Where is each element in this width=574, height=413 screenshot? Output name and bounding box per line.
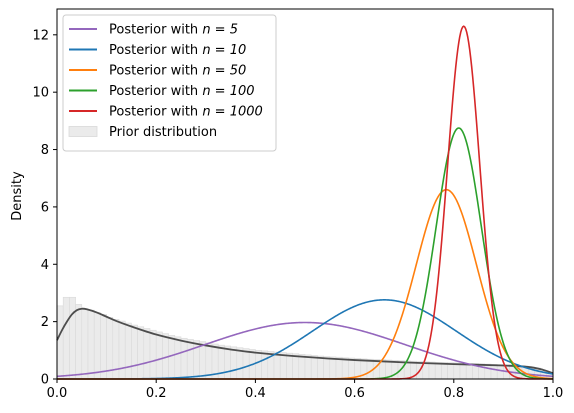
prior-histogram-bar — [428, 361, 436, 380]
prior-density-line — [56, 307, 554, 375]
prior-histogram-bar — [56, 305, 64, 380]
prior-histogram-bar — [124, 322, 132, 380]
x-tick-label: 0.2 — [146, 386, 167, 401]
prior-histogram-bar — [335, 356, 343, 380]
prior-histogram-bar — [434, 362, 442, 380]
prior-density-curve — [56, 307, 554, 375]
prior-histogram-bar — [261, 350, 269, 380]
prior-histogram-bar — [131, 324, 138, 380]
prior-histogram-bar — [465, 363, 473, 380]
legend-box — [62, 14, 277, 152]
y-tick-label: 2 — [41, 315, 49, 330]
prior-histogram-bar — [93, 312, 101, 380]
y-tick-label: 10 — [32, 86, 49, 101]
prior-histogram-bar — [323, 356, 331, 380]
prior-histogram-bar — [279, 352, 287, 380]
legend-label: Posterior with n = 1000 — [109, 105, 263, 120]
prior-histogram-bar — [174, 336, 182, 380]
legend-label: Posterior with n = 100 — [109, 84, 255, 99]
prior-histogram-bar — [459, 362, 467, 380]
legend-label: Posterior with n = 5 — [109, 23, 238, 38]
prior-histogram-bar — [100, 314, 107, 380]
y-axis-label: Density — [10, 171, 25, 221]
prior-histogram-bar — [69, 296, 76, 380]
x-tick-label: 1.0 — [543, 386, 564, 401]
prior-histogram-bar — [155, 331, 163, 380]
prior-histogram-bar — [255, 350, 262, 380]
plot-area-frame — [56, 8, 554, 380]
y-tick-label: 8 — [41, 143, 49, 158]
prior-histogram-bar — [441, 362, 448, 380]
prior-histogram-bar — [447, 362, 455, 380]
prior-histogram-bar — [87, 309, 95, 380]
x-tick-label: 0.6 — [344, 386, 365, 401]
y-tick-label: 4 — [41, 258, 49, 273]
legend-swatch-prior — [68, 126, 98, 137]
prior-histogram-bar — [118, 320, 126, 380]
prior-histogram-bar — [75, 304, 83, 380]
prior-histogram-bar — [199, 341, 207, 380]
prior-histogram-bar — [329, 356, 337, 380]
prior-histogram-bar — [298, 354, 306, 380]
prior-histogram-bar — [310, 355, 318, 380]
prior-histogram-bar — [224, 345, 231, 380]
prior-histogram-bar — [292, 353, 300, 380]
y-tick-label: 6 — [41, 200, 49, 215]
prior-histogram-bar — [236, 347, 244, 380]
x-tick-label: 0.0 — [47, 386, 68, 401]
y-tick-label: 12 — [32, 28, 49, 43]
prior-histogram-bar — [496, 364, 504, 380]
prior-histogram-bar — [62, 296, 70, 380]
legend: Posterior with n = 5 Posterior with n = 1… — [62, 14, 277, 152]
x-tick-label: 0.4 — [245, 386, 266, 401]
prior-histogram-bar — [348, 357, 355, 380]
prior-histogram-bar — [143, 328, 151, 380]
prior-histogram-bar — [168, 335, 176, 380]
prior-histogram-bar — [230, 346, 238, 380]
prior-histogram-bar — [137, 326, 145, 380]
prior-histogram-bar — [186, 339, 194, 380]
prior-histogram-bar — [484, 363, 492, 380]
prior-histogram-bar — [149, 329, 157, 380]
posterior-line-1 — [56, 321, 554, 378]
x-axis: 0.0 0.2 0.4 0.6 0.8 1.0 — [47, 379, 564, 401]
prior-histogram-bar — [286, 352, 293, 380]
y-axis: 0 2 4 6 8 10 12 — [32, 28, 57, 388]
legend-label: Posterior with n = 10 — [109, 43, 246, 58]
y-tick-label: 0 — [41, 373, 49, 388]
prior-histogram-bar — [205, 342, 213, 380]
x-tick-label: 0.8 — [443, 386, 464, 401]
prior-histogram-bar — [341, 357, 349, 380]
prior-histogram-bar — [81, 308, 89, 380]
prior-histogram-bar — [304, 354, 312, 380]
prior-histogram-bar — [273, 351, 281, 380]
prior-histogram-bar — [317, 355, 324, 380]
prior-histogram-bar — [453, 362, 461, 380]
prior-histogram-bar — [180, 337, 188, 380]
prior-histogram-bar — [242, 348, 250, 380]
prior-histogram — [56, 296, 554, 380]
prior-histogram-bar — [490, 364, 498, 380]
legend-label-prior: Prior distribution — [109, 125, 217, 140]
legend-label: Posterior with n = 50 — [109, 64, 246, 79]
